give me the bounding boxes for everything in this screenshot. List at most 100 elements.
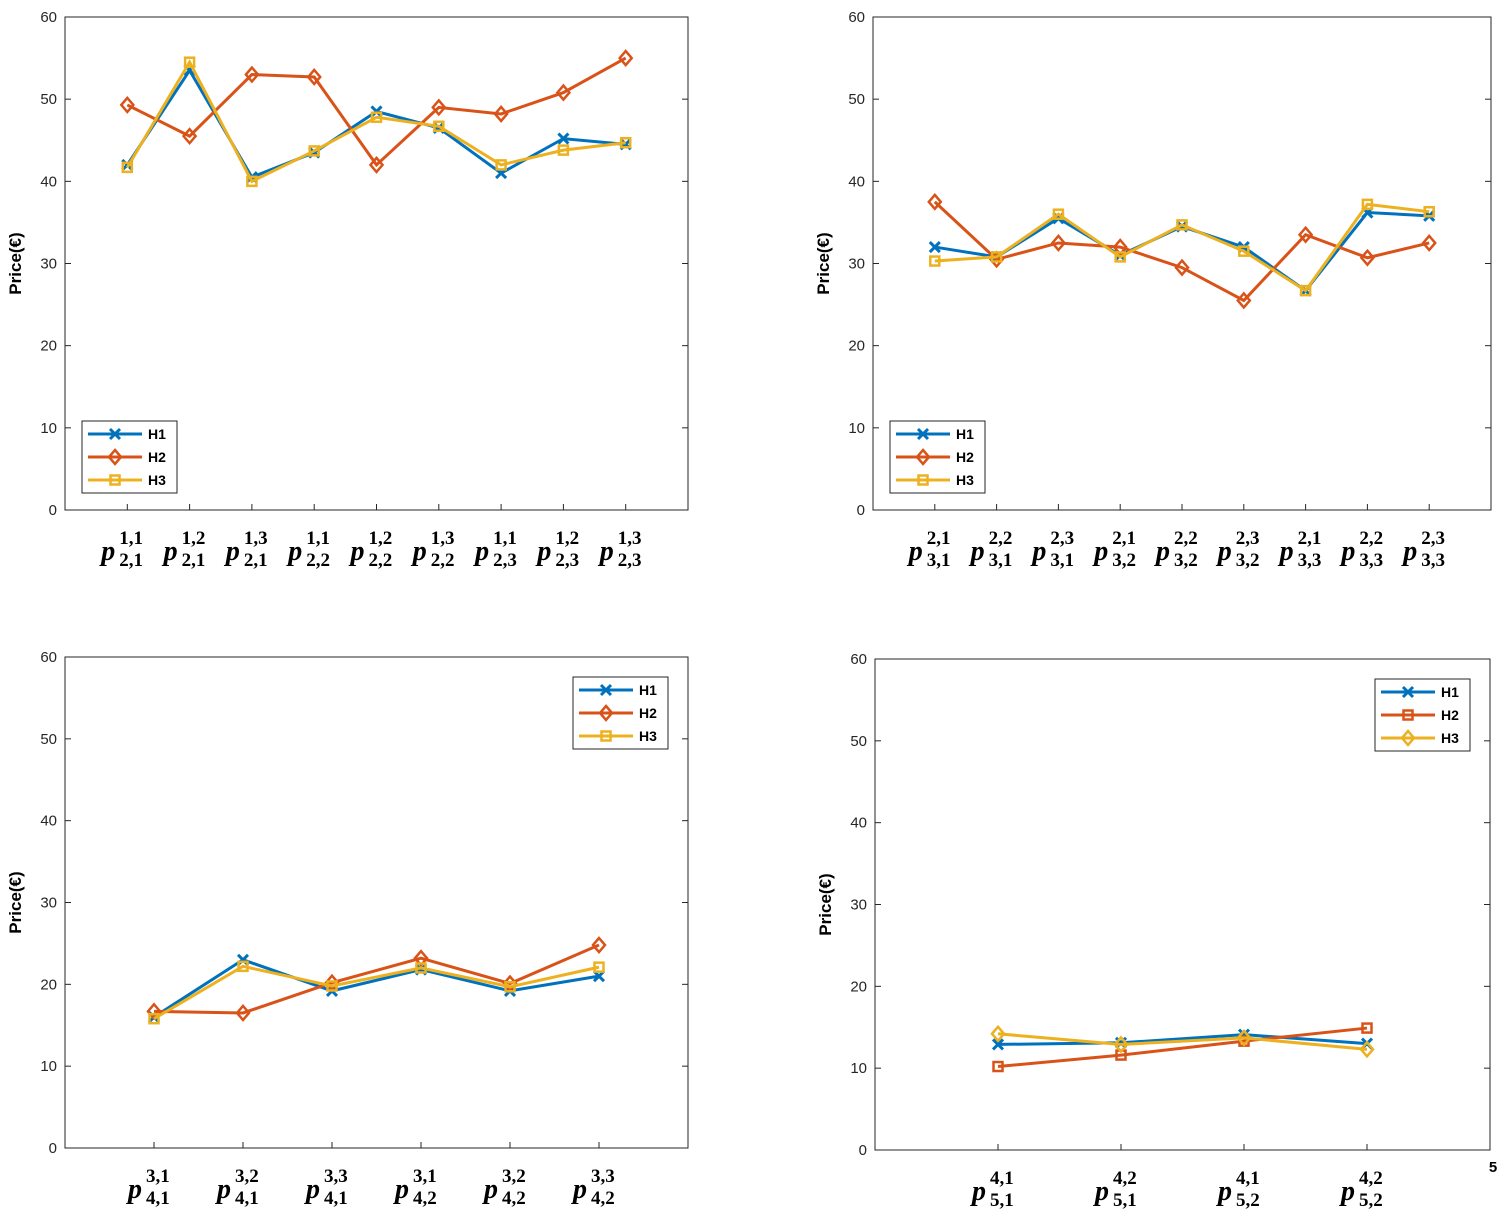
marker <box>413 949 429 968</box>
y-axis-label: Price(€) <box>816 873 835 935</box>
category-symbol: p <box>393 1174 409 1205</box>
y-tick-label: 60 <box>848 9 865 26</box>
marker <box>1112 238 1128 256</box>
y-tick-label: 40 <box>850 815 867 832</box>
marker <box>368 155 385 174</box>
category-sub: 3,1 <box>927 550 951 571</box>
legend-marker <box>600 730 612 742</box>
x-tick-label: p 4,2 5,1 <box>1093 1168 1137 1211</box>
category-sup: 3,2 <box>502 1166 526 1187</box>
x-tick-label: p 3,1 4,1 <box>126 1166 170 1209</box>
category-sup: 2,3 <box>1236 528 1260 549</box>
y-tick-label: 10 <box>40 420 57 437</box>
x-tick-label: p 1,3 2,1 <box>224 528 268 571</box>
y-tick-label: 60 <box>40 649 57 666</box>
category-symbol: p <box>1154 536 1170 567</box>
marker <box>306 68 322 86</box>
marker <box>1176 219 1188 231</box>
y-tick-label: 30 <box>848 256 865 273</box>
marker <box>244 65 260 84</box>
category-symbol: p <box>969 536 985 567</box>
marker <box>1113 1035 1129 1054</box>
category-symbol: p <box>126 1174 142 1205</box>
legend-marker <box>109 474 121 486</box>
legend-marker <box>915 448 931 466</box>
category-symbol: p <box>99 536 115 567</box>
category-sub: 2,3 <box>618 550 642 571</box>
legend-label: H2 <box>148 449 166 465</box>
category-sup: 4,1 <box>1236 1168 1260 1189</box>
y-tick-label: 10 <box>40 1058 57 1075</box>
y-tick-label: 10 <box>850 1060 867 1077</box>
category-symbol: p <box>1093 1176 1109 1207</box>
series-line <box>933 200 1430 303</box>
y-tick-label: 50 <box>850 733 867 750</box>
category-sup: 4,2 <box>1113 1168 1137 1189</box>
y-axis-label: Price(€) <box>814 232 833 294</box>
y-tick-label: 50 <box>848 91 865 108</box>
x-tick-label: p 1,2 2,1 <box>162 528 206 571</box>
series-line <box>126 56 627 168</box>
category-symbol: p <box>304 1174 320 1205</box>
y-axis-label: Price(€) <box>6 232 25 294</box>
category-symbol: p <box>1401 536 1417 567</box>
category-sub: 4,2 <box>502 1188 526 1209</box>
marker <box>495 159 507 171</box>
marker <box>235 1004 251 1022</box>
category-sub: 3,1 <box>1050 550 1074 571</box>
marker <box>1050 234 1067 252</box>
category-sup: 2,2 <box>1174 528 1198 549</box>
category-symbol: p <box>473 536 489 567</box>
legend-label: H2 <box>639 705 657 721</box>
series-line <box>997 1033 1368 1046</box>
category-sub: 5,1 <box>990 1190 1014 1211</box>
marker <box>237 960 249 973</box>
series-line <box>997 1032 1368 1051</box>
x-tick-label: p 1,3 2,2 <box>411 528 455 571</box>
category-symbol: p <box>1339 536 1355 567</box>
y-tick-label: 40 <box>40 173 57 190</box>
category-sub: 2,1 <box>182 550 206 571</box>
category-sub: 3,3 <box>1421 550 1445 571</box>
legend-label: H2 <box>956 449 974 465</box>
category-symbol: p <box>224 536 240 567</box>
marker <box>119 95 135 114</box>
series-line <box>126 59 626 184</box>
category-symbol: p <box>1216 536 1232 567</box>
series-line <box>153 943 600 1015</box>
category-sup: 1,3 <box>431 528 455 549</box>
category-sub: 3,2 <box>1112 550 1136 571</box>
y-tick-label: 50 <box>40 731 57 748</box>
category-sup: 3,3 <box>324 1166 348 1187</box>
category-sup: 2,2 <box>989 528 1013 549</box>
marker <box>991 1038 1005 1051</box>
category-symbol: p <box>1278 536 1294 567</box>
y-tick-label: 20 <box>40 976 57 993</box>
marker <box>148 1012 160 1025</box>
y-axis-label: Price(€) <box>6 871 25 933</box>
category-sub: 3,2 <box>1174 550 1198 571</box>
marker <box>927 192 943 211</box>
category-symbol: p <box>907 536 923 567</box>
x-tick-label: p 2,3 3,2 <box>1216 528 1260 571</box>
y-tick-label: 60 <box>40 9 57 26</box>
marker <box>557 132 570 145</box>
category-sup: 1,1 <box>119 528 143 549</box>
marker <box>308 145 320 157</box>
y-tick-label: 30 <box>850 897 867 914</box>
marker <box>1359 248 1376 267</box>
legend-marker <box>599 683 613 697</box>
marker <box>246 175 258 188</box>
y-tick-label: 40 <box>40 813 57 830</box>
marker <box>326 980 338 992</box>
category-sub: 4,1 <box>235 1188 259 1209</box>
y-tick-label: 50 <box>40 91 57 108</box>
series-line <box>997 1026 1368 1069</box>
category-sup: 1,3 <box>618 528 642 549</box>
category-symbol: p <box>571 1174 587 1205</box>
marker <box>1052 208 1065 220</box>
marker <box>415 962 427 974</box>
x-tick-label: p 2,1 3,1 <box>907 528 951 571</box>
